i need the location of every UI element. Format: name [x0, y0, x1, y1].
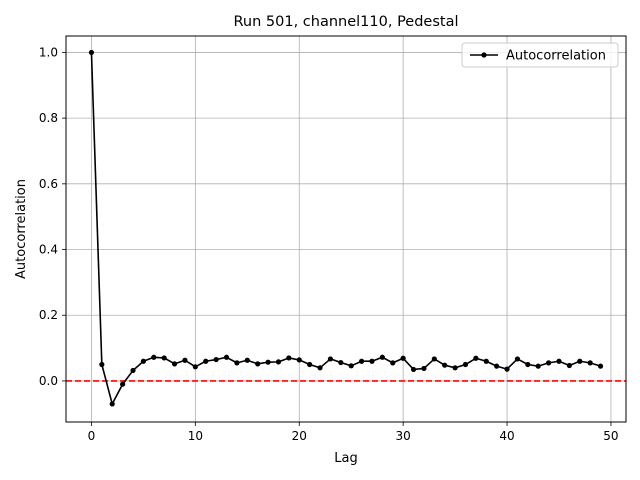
data-point: [161, 355, 167, 361]
data-point: [473, 355, 479, 361]
data-point: [151, 354, 157, 360]
data-point: [234, 360, 240, 366]
x-tick-label: 0: [88, 429, 96, 443]
data-point: [390, 360, 396, 366]
data-point: [400, 355, 406, 361]
y-tick-label: 0.6: [39, 177, 58, 191]
data-point: [317, 365, 323, 371]
x-tick-label: 50: [603, 429, 618, 443]
data-point: [120, 381, 126, 387]
data-point: [442, 362, 448, 368]
data-point: [431, 356, 437, 362]
data-point: [255, 361, 261, 367]
data-point: [223, 354, 230, 360]
data-point: [130, 367, 136, 374]
y-tick-label: 0.4: [39, 243, 58, 257]
data-point: [535, 363, 541, 369]
data-point: [504, 366, 510, 372]
data-point: [483, 358, 489, 364]
data-point: [556, 358, 562, 364]
chart-title: Run 501, channel110, Pedestal: [233, 14, 458, 30]
data-point: [286, 355, 292, 361]
data-point: [88, 49, 95, 56]
data-point: [577, 358, 583, 364]
data-point: [171, 361, 178, 367]
data-point: [525, 361, 531, 368]
x-tick-label: 10: [188, 429, 203, 443]
data-point: [203, 358, 209, 364]
y-tick-label: 0.2: [39, 308, 58, 322]
legend-label: Autocorrelation: [506, 49, 606, 64]
x-axis-label: Lag: [334, 451, 357, 466]
data-point: [452, 365, 458, 371]
data-point: [140, 358, 147, 364]
data-point: [369, 358, 375, 364]
x-tick-label: 30: [396, 429, 411, 443]
legend: Autocorrelation: [461, 42, 619, 68]
data-point: [545, 360, 552, 366]
data-point: [597, 363, 604, 369]
x-tick-label: 40: [499, 429, 514, 443]
data-point: [566, 362, 572, 369]
data-point: [265, 359, 271, 365]
y-tick-label: 1.0: [39, 45, 58, 59]
data-point: [307, 361, 313, 368]
data-point: [327, 356, 334, 362]
data-point: [462, 361, 469, 368]
data-point: [338, 359, 344, 366]
data-point: [421, 365, 427, 372]
data-point: [494, 363, 500, 369]
axes-frame: [65, 35, 627, 423]
y-tick-label: 0.0: [39, 374, 58, 388]
data-point: [213, 356, 219, 363]
data-point: [192, 364, 198, 370]
data-point: [514, 356, 521, 362]
legend-marker-sample: [481, 52, 487, 58]
ticks: 0 10 20 30 40 50 0.0 0.2 0.4 0.6 0.8 1.0: [39, 45, 619, 443]
autocorrelation-series-line: [90, 52, 601, 405]
data-point: [410, 366, 417, 373]
data-point: [358, 358, 365, 364]
series-layer: [88, 49, 604, 407]
data-point: [296, 357, 302, 363]
data-point: [275, 359, 282, 365]
x-tick-label: 20: [292, 429, 307, 443]
data-point: [348, 363, 354, 369]
y-tick-label: 0.8: [39, 111, 58, 125]
data-point: [109, 401, 115, 407]
data-point: [182, 357, 188, 363]
data-point: [379, 354, 385, 360]
data-point: [99, 361, 105, 368]
legend-box: [461, 42, 619, 68]
data-point: [587, 360, 593, 366]
y-axis-label: Autocorrelation: [14, 179, 29, 279]
data-point: [244, 357, 250, 363]
